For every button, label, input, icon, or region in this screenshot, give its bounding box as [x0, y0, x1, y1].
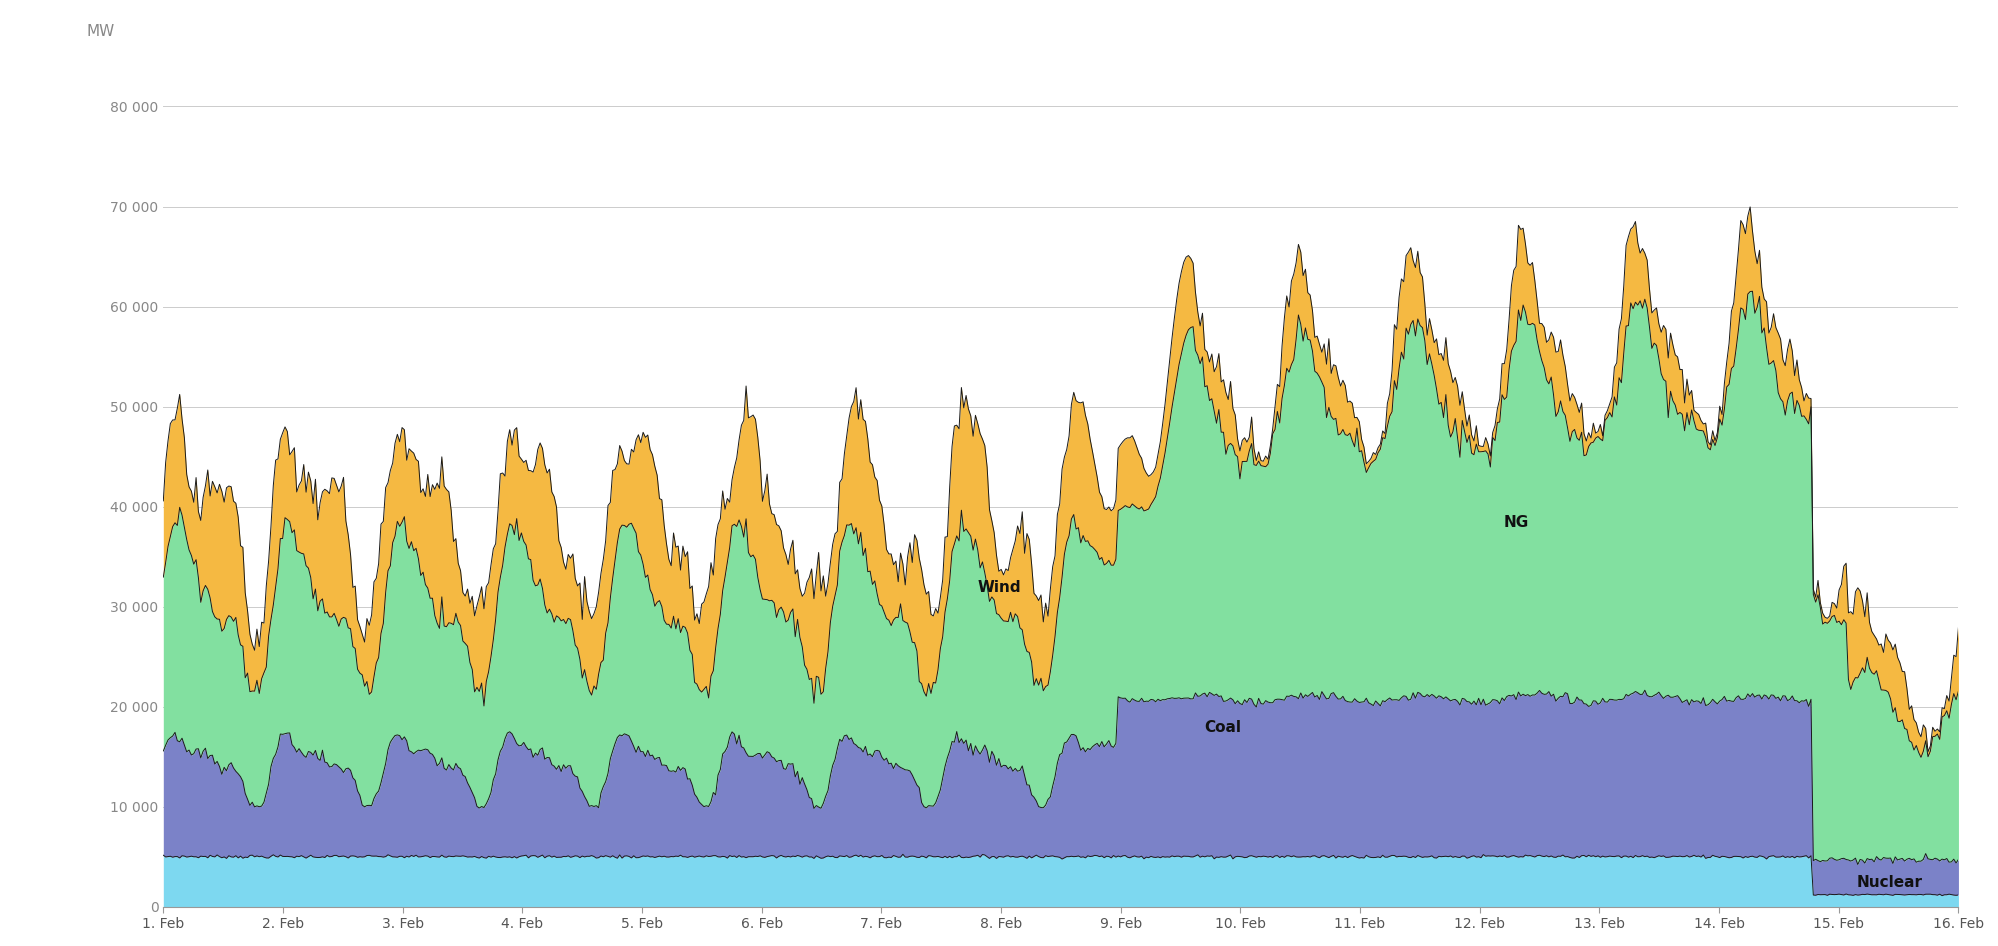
Text: Coal: Coal	[1205, 720, 1241, 734]
Text: Wind: Wind	[977, 580, 1021, 594]
Y-axis label: MW: MW	[86, 25, 114, 40]
Text: NG: NG	[1502, 515, 1528, 530]
Text: Nuclear: Nuclear	[1856, 875, 1922, 889]
